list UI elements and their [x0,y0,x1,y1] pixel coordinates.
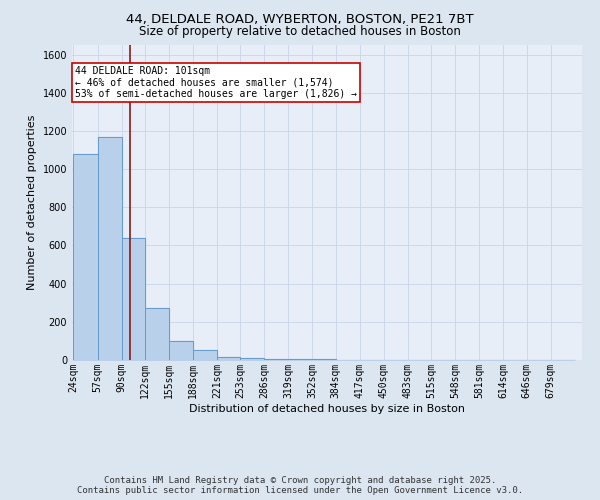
Y-axis label: Number of detached properties: Number of detached properties [27,115,37,290]
Text: Size of property relative to detached houses in Boston: Size of property relative to detached ho… [139,25,461,38]
Text: 44, DELDALE ROAD, WYBERTON, BOSTON, PE21 7BT: 44, DELDALE ROAD, WYBERTON, BOSTON, PE21… [126,12,474,26]
X-axis label: Distribution of detached houses by size in Boston: Distribution of detached houses by size … [189,404,465,413]
Text: 44 DELDALE ROAD: 101sqm
← 46% of detached houses are smaller (1,574)
53% of semi: 44 DELDALE ROAD: 101sqm ← 46% of detache… [75,66,357,99]
Text: Contains HM Land Registry data © Crown copyright and database right 2025.
Contai: Contains HM Land Registry data © Crown c… [77,476,523,495]
